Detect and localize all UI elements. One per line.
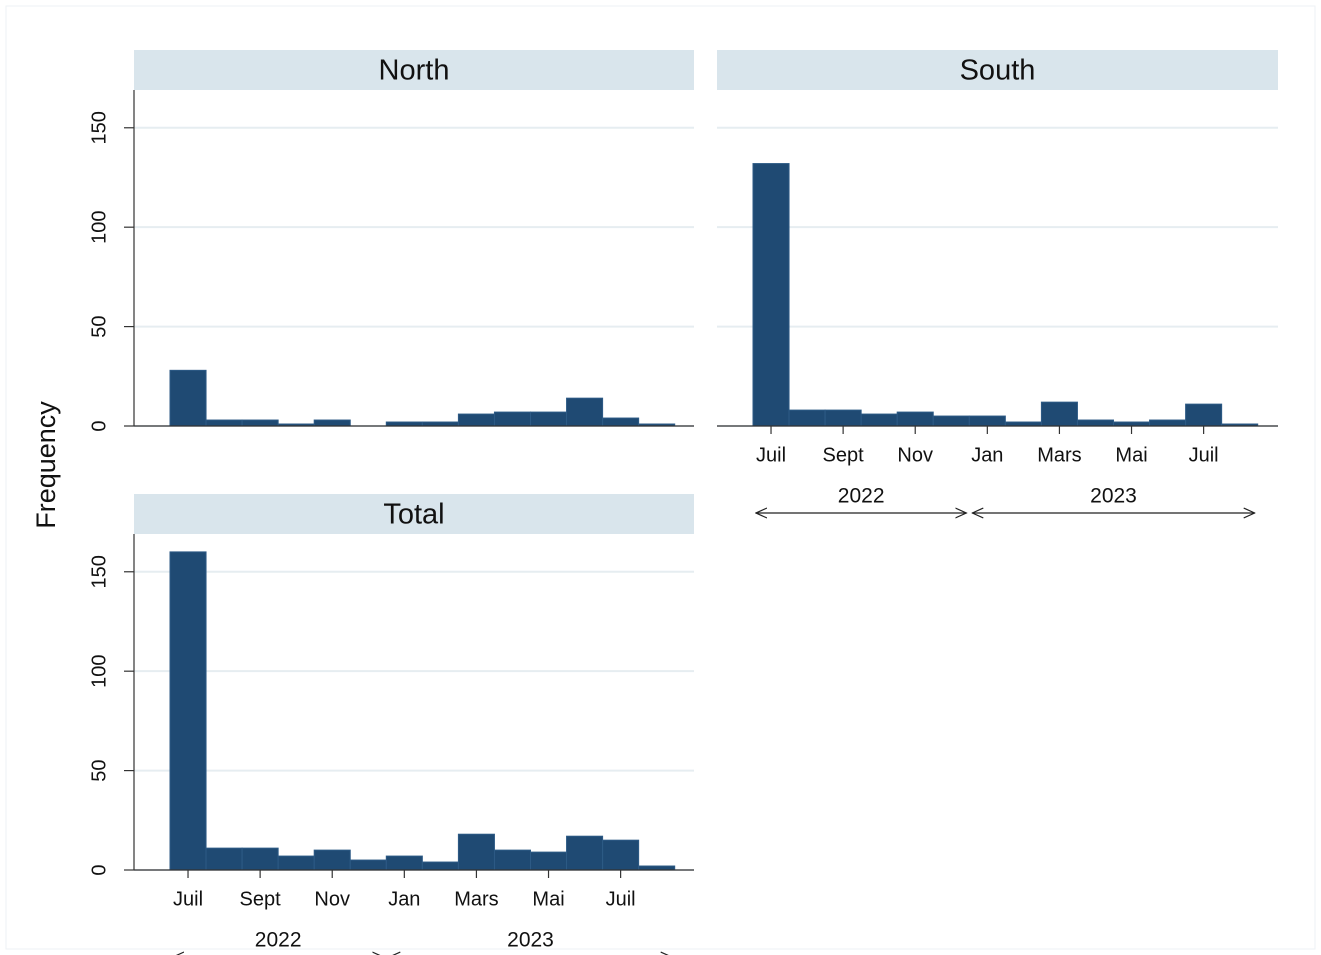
bar bbox=[493, 411, 532, 427]
bar bbox=[169, 551, 207, 871]
bar bbox=[349, 859, 387, 871]
strip-title: South bbox=[960, 55, 1036, 87]
bar bbox=[1185, 403, 1223, 427]
bar bbox=[241, 419, 279, 427]
bar bbox=[602, 417, 640, 427]
x-tick-label: Nov bbox=[897, 444, 933, 466]
bar bbox=[385, 855, 423, 871]
bar bbox=[968, 415, 1006, 427]
bar bbox=[169, 369, 207, 427]
strip-title: Total bbox=[383, 499, 444, 531]
y-tick-label: 50 bbox=[88, 759, 110, 781]
y-tick-label: 0 bbox=[88, 864, 110, 875]
x-tick-label: Juil bbox=[756, 444, 786, 466]
y-tick-label: 150 bbox=[88, 555, 110, 588]
y-axis-title: Frequency bbox=[31, 401, 61, 529]
strip bbox=[717, 50, 1278, 90]
bar bbox=[277, 855, 315, 871]
x-tick-label: Mai bbox=[532, 888, 564, 910]
y-tick-label: 100 bbox=[88, 210, 110, 243]
bar bbox=[788, 409, 826, 427]
x-tick-label: Juil bbox=[606, 888, 636, 910]
x-tick-label: Sept bbox=[240, 888, 282, 910]
x-tick-label: Juil bbox=[173, 888, 203, 910]
x-tick-label: Sept bbox=[823, 444, 865, 466]
bar bbox=[1149, 419, 1187, 427]
bar bbox=[493, 849, 532, 871]
bar bbox=[313, 419, 351, 427]
x-tick-label: Jan bbox=[971, 444, 1003, 466]
y-tick-label: 50 bbox=[88, 315, 110, 337]
bar bbox=[457, 413, 495, 427]
bar bbox=[824, 409, 862, 427]
y-tick-label: 150 bbox=[88, 111, 110, 144]
bar bbox=[752, 163, 790, 427]
bar bbox=[896, 411, 934, 427]
strip-title: North bbox=[379, 55, 450, 87]
year-label: 2022 bbox=[255, 929, 302, 952]
x-tick-label: Mars bbox=[1037, 444, 1081, 466]
bar bbox=[530, 851, 568, 871]
x-tick-label: Mars bbox=[454, 888, 498, 910]
x-tick-label: Juil bbox=[1189, 444, 1219, 466]
bar bbox=[530, 411, 568, 427]
bar bbox=[860, 413, 898, 427]
strip bbox=[134, 494, 694, 534]
year-label: 2022 bbox=[838, 485, 885, 508]
x-tick-label: Nov bbox=[314, 888, 350, 910]
bar bbox=[1040, 401, 1078, 427]
bar bbox=[932, 415, 970, 427]
y-tick-label: 0 bbox=[88, 420, 110, 431]
bar bbox=[205, 847, 243, 871]
frame bbox=[5, 5, 1316, 950]
x-tick-label: Jan bbox=[388, 888, 420, 910]
bar bbox=[602, 839, 640, 871]
strip bbox=[134, 50, 694, 90]
x-tick-label: Mai bbox=[1115, 444, 1147, 466]
bar bbox=[241, 847, 279, 871]
bar bbox=[457, 833, 495, 871]
bar bbox=[566, 397, 604, 427]
bar bbox=[313, 849, 351, 871]
bar bbox=[1076, 419, 1114, 427]
bar bbox=[566, 835, 604, 871]
year-label: 2023 bbox=[1090, 485, 1137, 508]
y-tick-label: 100 bbox=[88, 654, 110, 687]
bar bbox=[421, 861, 459, 871]
year-label: 2023 bbox=[507, 929, 554, 952]
bar bbox=[205, 419, 243, 427]
